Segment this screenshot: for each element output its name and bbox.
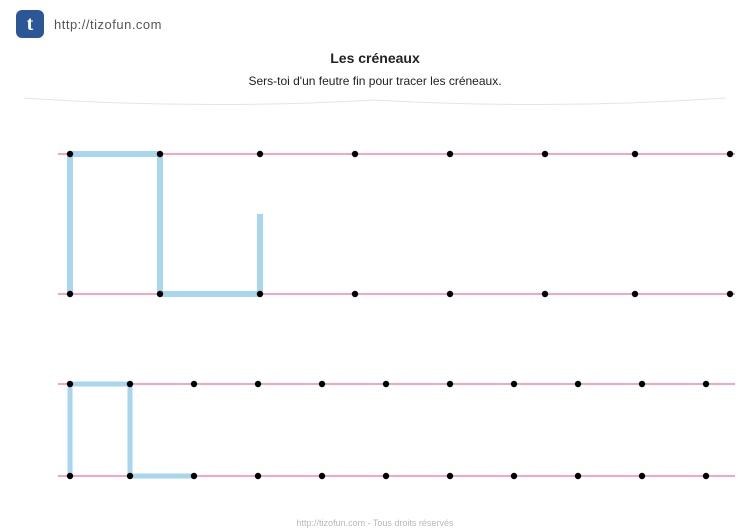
page-title: Les créneaux — [0, 50, 750, 66]
page-fold-divider — [24, 96, 726, 110]
footer-text: http://tizofun.com - Tous droits réservé… — [0, 518, 750, 528]
site-url: http://tizofun.com — [54, 17, 162, 32]
tracing-worksheet — [0, 114, 750, 514]
page-subtitle: Sers-toi d'un feutre fin pour tracer les… — [0, 74, 750, 88]
site-logo-icon: t — [16, 10, 44, 38]
header: t http://tizofun.com — [0, 0, 750, 44]
title-block: Les créneaux Sers-toi d'un feutre fin po… — [0, 50, 750, 88]
